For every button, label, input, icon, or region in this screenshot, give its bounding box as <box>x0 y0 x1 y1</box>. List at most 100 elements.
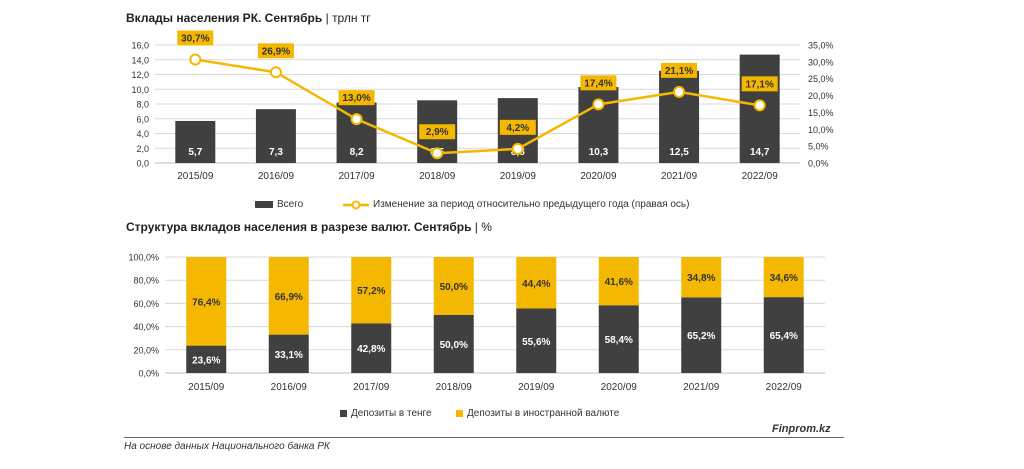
change-point <box>673 85 686 98</box>
bar-foreign-label: 41,6% <box>605 277 633 288</box>
bar-foreign-label: 34,8% <box>687 273 715 284</box>
y-tick-label: 16,0 <box>131 41 149 51</box>
legend-swatch-tenge <box>340 410 347 417</box>
x-tick-label: 2022/09 <box>766 382 803 393</box>
y-tick-label: 40,0% <box>133 322 159 332</box>
bar-foreign <box>516 257 557 309</box>
chart1-title-unit: трлн тг <box>332 11 371 25</box>
y-tick-label: 80,0% <box>133 276 159 286</box>
y-tick-label: 60,0% <box>133 299 159 309</box>
chart2-title-main: Структура вкладов населения в разрезе ва… <box>126 220 472 234</box>
bar-foreign-label: 50,0% <box>440 282 468 293</box>
legend-line-swatch <box>343 200 369 209</box>
bar-value-label: 5,7 <box>188 147 202 158</box>
change-value-label: 17,1% <box>746 79 774 90</box>
y-tick-label: 10,0 <box>131 85 149 95</box>
bar-tenge-label: 55,6% <box>522 337 550 348</box>
y2-tick-label: 20,0% <box>808 91 834 101</box>
bar-total <box>255 109 296 163</box>
source-note: На основе данных Национального банка РК <box>124 441 330 452</box>
bar-tenge <box>351 323 392 373</box>
y-tick-label: 2,0 <box>136 144 149 154</box>
bar-foreign <box>433 257 474 315</box>
x-tick-label: 2019/09 <box>518 382 555 393</box>
bar-foreign-label: 66,9% <box>275 292 303 303</box>
bar-tenge-label: 42,8% <box>357 344 385 355</box>
legend-label-tenge: Депозиты в тенге <box>351 408 432 419</box>
change-value-label: 4,2% <box>506 123 529 134</box>
chart1-title-main: Вклады населения РК. Сентябрь <box>126 11 323 25</box>
legend-swatch-total <box>255 201 273 208</box>
legend-swatch-foreign <box>456 410 463 417</box>
bar-foreign <box>268 257 309 335</box>
y-tick-label: 14,0 <box>131 55 149 65</box>
change-label-box <box>661 62 698 78</box>
footer-divider <box>124 437 844 438</box>
chart2-title: Структура вкладов населения в разрезе ва… <box>126 220 492 234</box>
bar-value-label: 7,3 <box>269 147 283 158</box>
y-tick-label: 12,0 <box>131 70 149 80</box>
bar-value-label: 14,7 <box>750 147 770 158</box>
bar-tenge <box>763 297 804 373</box>
x-tick-label: 2015/09 <box>188 382 225 393</box>
x-tick-label: 2021/09 <box>661 171 698 182</box>
chart1-title: Вклады населения РК. Сентябрь | трлн тг <box>126 11 371 25</box>
deposits-structure-chart: 0,0% 20,0% 40,0% 60,0% 80,0% 100,0% 23,6% 76,4%… <box>128 253 825 393</box>
chart1-legend-line: Изменение за период относительно предыду… <box>343 199 689 210</box>
bar-foreign-label: 57,2% <box>357 286 385 297</box>
x-tick-label: 2019/09 <box>500 171 537 182</box>
y-tick-label: 0,0 <box>136 159 149 169</box>
y-tick-label: 4,0 <box>136 129 149 139</box>
x-tick-label: 2018/09 <box>419 171 456 182</box>
x-tick-label: 2015/09 <box>177 171 214 182</box>
change-label-box <box>177 30 214 46</box>
chart2-title-unit: % <box>481 220 492 234</box>
change-value-label: 13,0% <box>342 93 370 104</box>
change-point <box>269 66 282 79</box>
brand-label: Finprom.kz <box>772 423 831 435</box>
bar-foreign <box>186 257 227 346</box>
change-value-label: 30,7% <box>181 33 209 44</box>
y-tick-label: 6,0 <box>136 114 149 124</box>
bar-value-label: 10,3 <box>589 147 609 158</box>
legend-label-foreign: Депозиты в иностранной валюте <box>467 408 620 419</box>
y2-tick-label: 15,0% <box>808 108 834 118</box>
change-value-label: 21,1% <box>665 66 693 77</box>
y-tick-label: 0,0% <box>138 369 159 379</box>
y-tick-label: 8,0 <box>136 100 149 110</box>
bar-total <box>175 120 216 163</box>
change-value-label: 26,9% <box>262 46 290 57</box>
x-tick-label: 2016/09 <box>271 382 308 393</box>
bar-tenge <box>598 305 639 373</box>
y-tick-label: 100,0% <box>128 253 159 263</box>
x-tick-label: 2018/09 <box>436 382 473 393</box>
bar-tenge <box>186 345 227 373</box>
bar-foreign-label: 44,4% <box>522 279 550 290</box>
change-label-box <box>257 43 294 59</box>
chart1-legend-bars: Всего <box>255 199 303 210</box>
bar-foreign-label: 76,4% <box>192 297 220 308</box>
bar-foreign <box>598 257 639 306</box>
y-tick-label: 20,0% <box>133 345 159 355</box>
bar-tenge <box>433 315 474 373</box>
legend-label-total: Всего <box>277 199 304 210</box>
chart2-legend-tenge: Депозиты в тенге <box>340 408 432 419</box>
x-tick-label: 2022/09 <box>742 171 779 182</box>
y2-tick-label: 0,0% <box>808 159 829 169</box>
change-point <box>753 99 766 112</box>
x-tick-label: 2016/09 <box>258 171 295 182</box>
deposits-total-chart: 0,0 2,0 4,0 6,0 8,0 10,0 12,0 14,0 16,0 0,0% 5,0% 1… <box>131 30 834 182</box>
bar-tenge-label: 23,6% <box>192 355 220 366</box>
bar-foreign <box>681 257 722 298</box>
change-label-box <box>499 119 536 135</box>
x-tick-label: 2020/09 <box>601 382 638 393</box>
bar-tenge-label: 33,1% <box>275 350 303 361</box>
bar-tenge <box>516 308 557 373</box>
bar-tenge-label: 58,4% <box>605 335 633 346</box>
y2-tick-label: 10,0% <box>808 125 834 135</box>
bar-foreign-label: 34,6% <box>770 273 798 284</box>
change-label-box <box>741 76 778 92</box>
chart2-legend-foreign: Депозиты в иностранной валюте <box>456 408 619 419</box>
bar-tenge-label: 50,0% <box>440 340 468 351</box>
change-point <box>592 98 605 111</box>
